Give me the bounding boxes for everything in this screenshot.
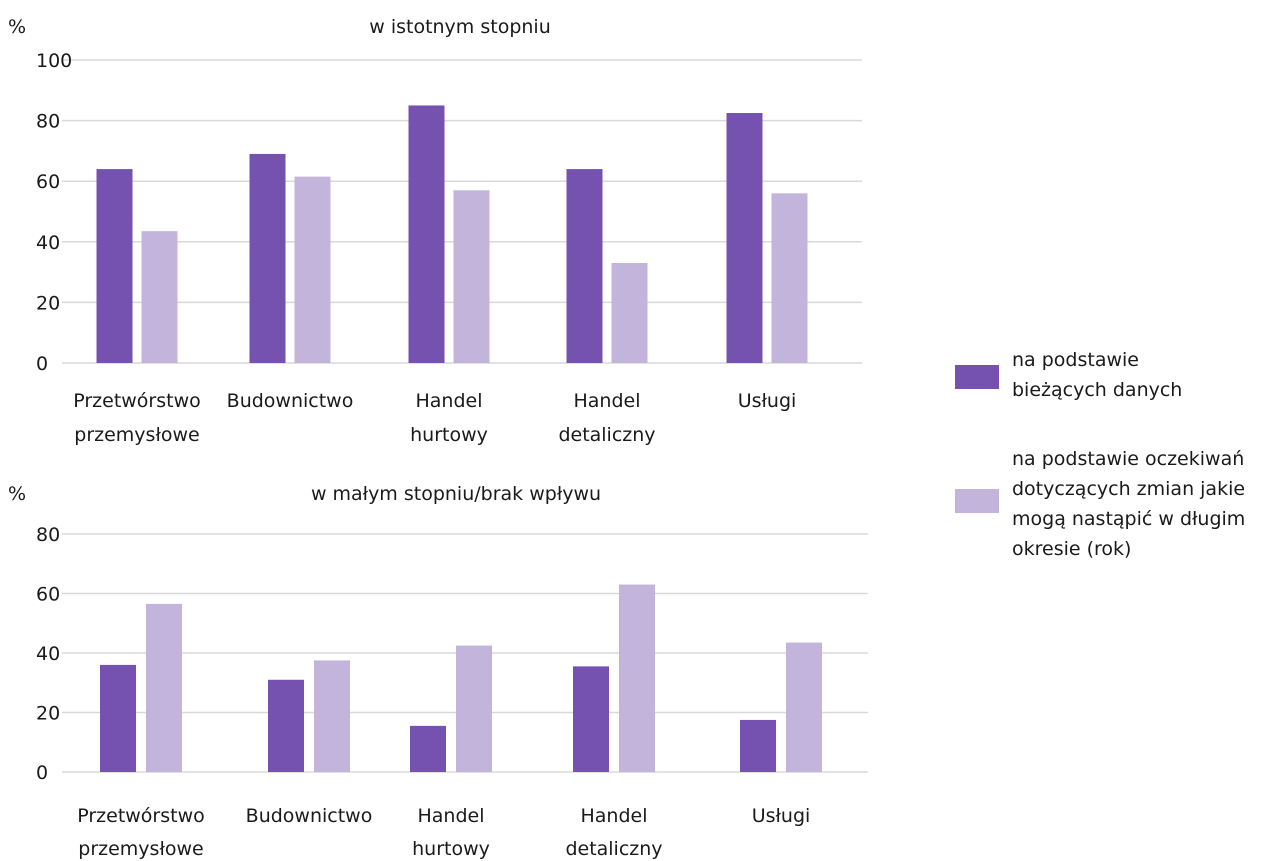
- bar-expected: [141, 231, 178, 363]
- bar-expected: [771, 193, 808, 363]
- category-label: Budownictwo: [227, 390, 354, 412]
- bar-current: [573, 666, 609, 772]
- legend-label-expected: dotyczących zmian jakie: [1012, 478, 1245, 500]
- chart-title: w małym stopniu/brak wpływu: [311, 483, 601, 505]
- y-tick-label: 40: [36, 643, 60, 665]
- category-label: przemysłowe: [74, 424, 199, 446]
- bar-current: [566, 169, 603, 363]
- category-label: Usługi: [752, 805, 811, 827]
- bar-expected: [146, 603, 182, 772]
- bar-current: [249, 153, 286, 363]
- bar-current: [410, 725, 446, 772]
- category-label: Handel: [417, 805, 484, 827]
- category-label: hurtowy: [412, 838, 490, 860]
- y-tick-label: 60: [36, 171, 60, 193]
- legend-label-expected: okresie (rok): [1012, 538, 1131, 560]
- category-label: detaliczny: [565, 838, 662, 860]
- legend-label-expected: na podstawie oczekiwań: [1012, 448, 1244, 470]
- chart-panel-2: 0 20 40 60 80% w małym stopniu/brak wpływu Prz…: [8, 483, 868, 860]
- y-tick-label: 100: [36, 50, 72, 72]
- category-label: Budownictwo: [246, 805, 373, 827]
- category-label: przemysłowe: [78, 838, 203, 860]
- category-label: Przetwórstwo: [77, 805, 205, 827]
- legend-swatch-expected: [955, 489, 999, 513]
- bar-expected: [786, 642, 822, 772]
- bar-current: [726, 113, 763, 364]
- y-tick-label: 0: [36, 762, 48, 784]
- bar-expected: [611, 263, 648, 363]
- category-label: Przetwórstwo: [73, 390, 201, 412]
- category-label: Handel: [580, 805, 647, 827]
- y-axis-unit: %: [8, 483, 26, 505]
- bar-current: [96, 169, 133, 363]
- bar-current: [100, 664, 136, 772]
- legend-label-current: na podstawie: [1012, 349, 1139, 371]
- category-label: Handel: [573, 390, 640, 412]
- bar-expected: [314, 660, 350, 772]
- y-tick-label: 20: [36, 292, 60, 314]
- bar-expected: [294, 176, 331, 363]
- chart-panel-1: 0 20 40 60 80 100% w istotnym stopniu Przetwórs…: [8, 16, 862, 446]
- bar-expected: [453, 190, 490, 363]
- y-tick-label: 40: [36, 232, 60, 254]
- category-label: Usługi: [738, 390, 797, 412]
- legend-label-current: bieżących danych: [1012, 379, 1182, 401]
- bar-expected: [619, 584, 655, 772]
- y-tick-label: 60: [36, 584, 60, 606]
- legend-swatch-current: [955, 365, 999, 389]
- legend: na podstawie bieżących danych na podstawie…: [955, 349, 1245, 560]
- category-label: Handel: [415, 390, 482, 412]
- category-label: hurtowy: [410, 424, 488, 446]
- y-tick-label: 80: [36, 111, 60, 133]
- y-axis-unit: %: [8, 16, 26, 38]
- y-tick-label: 0: [36, 353, 48, 375]
- category-label: detaliczny: [558, 424, 655, 446]
- legend-label-expected: mogą nastąpić w długim: [1012, 508, 1245, 530]
- chart-title: w istotnym stopniu: [369, 16, 551, 38]
- bar-current: [268, 679, 304, 772]
- y-tick-label: 20: [36, 703, 60, 725]
- bar-current: [408, 105, 445, 363]
- bar-current: [740, 719, 776, 772]
- bar-expected: [456, 645, 492, 772]
- y-tick-label: 80: [36, 524, 60, 546]
